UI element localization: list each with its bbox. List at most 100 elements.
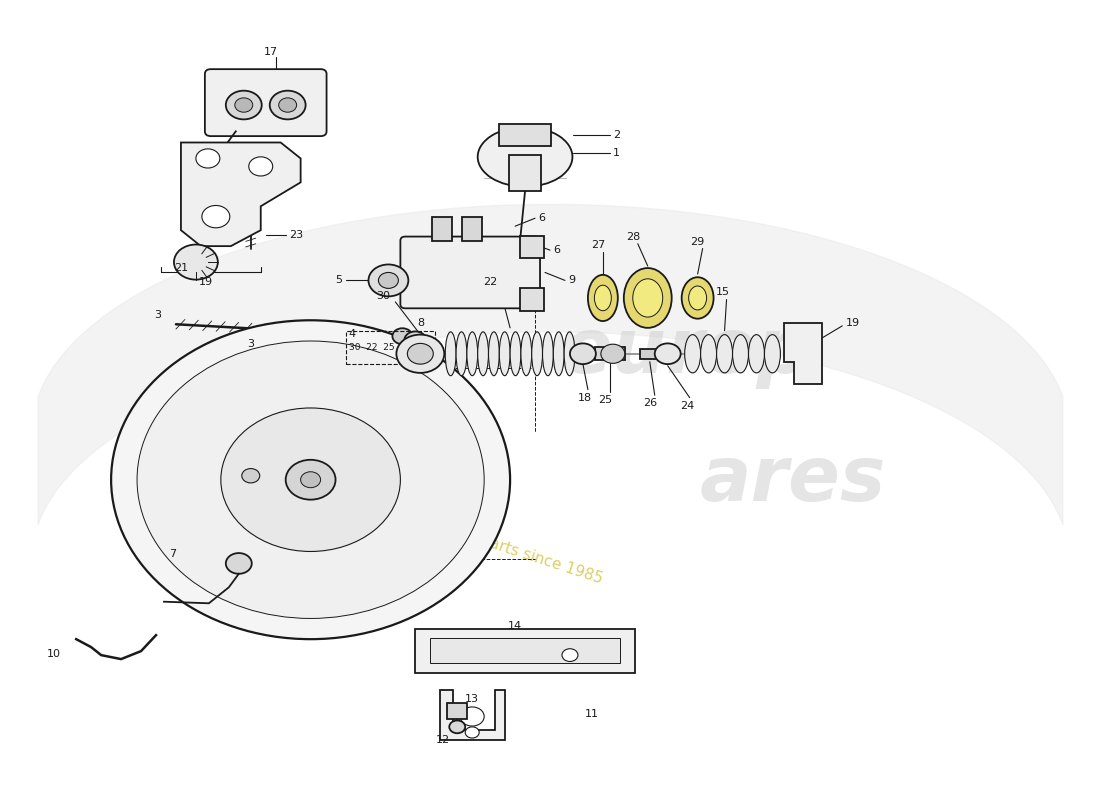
Ellipse shape (531, 332, 542, 376)
Circle shape (286, 460, 336, 500)
Ellipse shape (716, 334, 733, 373)
Bar (640, 349, 660, 358)
Circle shape (368, 265, 408, 296)
Circle shape (138, 341, 484, 618)
Text: europ: europ (560, 315, 811, 389)
Ellipse shape (748, 334, 764, 373)
Circle shape (174, 245, 218, 280)
Ellipse shape (733, 334, 748, 373)
Text: 27: 27 (591, 240, 605, 250)
Text: 11: 11 (585, 709, 598, 719)
Ellipse shape (684, 334, 701, 373)
Circle shape (221, 408, 400, 551)
Circle shape (278, 98, 297, 112)
Ellipse shape (764, 334, 780, 373)
Circle shape (449, 721, 465, 734)
Circle shape (300, 472, 320, 488)
Circle shape (562, 649, 578, 662)
Ellipse shape (594, 285, 612, 310)
Bar (595, 347, 625, 360)
Circle shape (378, 273, 398, 288)
Circle shape (226, 553, 252, 574)
Text: 7: 7 (168, 549, 176, 559)
Text: 10: 10 (47, 649, 62, 658)
Ellipse shape (632, 279, 662, 317)
Circle shape (465, 727, 480, 738)
Bar (520, 236, 544, 258)
Text: 29: 29 (691, 237, 705, 247)
Ellipse shape (521, 332, 531, 376)
Text: 13: 13 (465, 694, 480, 704)
Circle shape (234, 98, 253, 112)
Text: ares: ares (700, 442, 886, 517)
Ellipse shape (446, 332, 456, 376)
Ellipse shape (488, 332, 499, 376)
Ellipse shape (499, 332, 510, 376)
Circle shape (407, 343, 433, 364)
Bar (430, 638, 619, 663)
Text: 5: 5 (336, 275, 342, 286)
Ellipse shape (682, 278, 714, 318)
Text: 6: 6 (538, 214, 544, 223)
Ellipse shape (542, 332, 553, 376)
Text: 8: 8 (417, 318, 424, 328)
FancyBboxPatch shape (400, 237, 540, 308)
Ellipse shape (553, 332, 564, 376)
Text: 12: 12 (437, 734, 450, 745)
Bar (448, 703, 468, 719)
Text: 3: 3 (154, 310, 161, 320)
Circle shape (410, 336, 420, 344)
Circle shape (460, 707, 484, 726)
Bar (462, 217, 482, 241)
Bar (509, 155, 541, 191)
Ellipse shape (689, 286, 706, 310)
Circle shape (226, 90, 262, 119)
Polygon shape (180, 142, 300, 246)
Text: 30: 30 (376, 291, 390, 302)
Text: 6: 6 (553, 245, 560, 255)
Text: 19: 19 (846, 318, 860, 329)
Text: 26: 26 (642, 398, 657, 408)
Circle shape (570, 343, 596, 364)
Text: 1: 1 (613, 148, 619, 158)
Text: 21: 21 (174, 263, 188, 274)
Circle shape (601, 344, 625, 363)
Circle shape (654, 343, 681, 364)
Circle shape (393, 328, 412, 344)
Circle shape (196, 149, 220, 168)
Ellipse shape (510, 332, 521, 376)
Text: 30  22  25: 30 22 25 (349, 343, 394, 352)
Text: 18: 18 (578, 393, 592, 402)
Text: 3: 3 (248, 339, 254, 349)
Bar (520, 288, 544, 310)
Bar (416, 629, 635, 673)
Circle shape (202, 206, 230, 228)
Text: 23: 23 (288, 230, 302, 240)
Bar (345, 330, 436, 364)
Text: 17: 17 (264, 46, 278, 57)
Circle shape (405, 331, 427, 349)
Bar (387, 274, 409, 286)
Text: 24: 24 (681, 401, 695, 410)
Bar (499, 124, 551, 146)
Circle shape (242, 469, 260, 483)
Text: 28: 28 (626, 232, 640, 242)
Ellipse shape (477, 332, 488, 376)
Ellipse shape (624, 268, 672, 328)
Ellipse shape (587, 275, 618, 321)
Bar (432, 217, 452, 241)
Polygon shape (440, 690, 505, 741)
Text: 4: 4 (349, 329, 355, 339)
Polygon shape (784, 323, 823, 384)
Circle shape (396, 334, 444, 373)
Text: 15: 15 (716, 286, 729, 297)
Text: 22: 22 (483, 277, 497, 287)
Ellipse shape (456, 332, 466, 376)
Text: 19: 19 (199, 277, 213, 287)
Ellipse shape (477, 127, 572, 186)
Text: 2: 2 (613, 130, 620, 140)
FancyBboxPatch shape (205, 69, 327, 136)
Ellipse shape (466, 332, 477, 376)
Text: 9: 9 (568, 275, 575, 286)
Circle shape (249, 157, 273, 176)
